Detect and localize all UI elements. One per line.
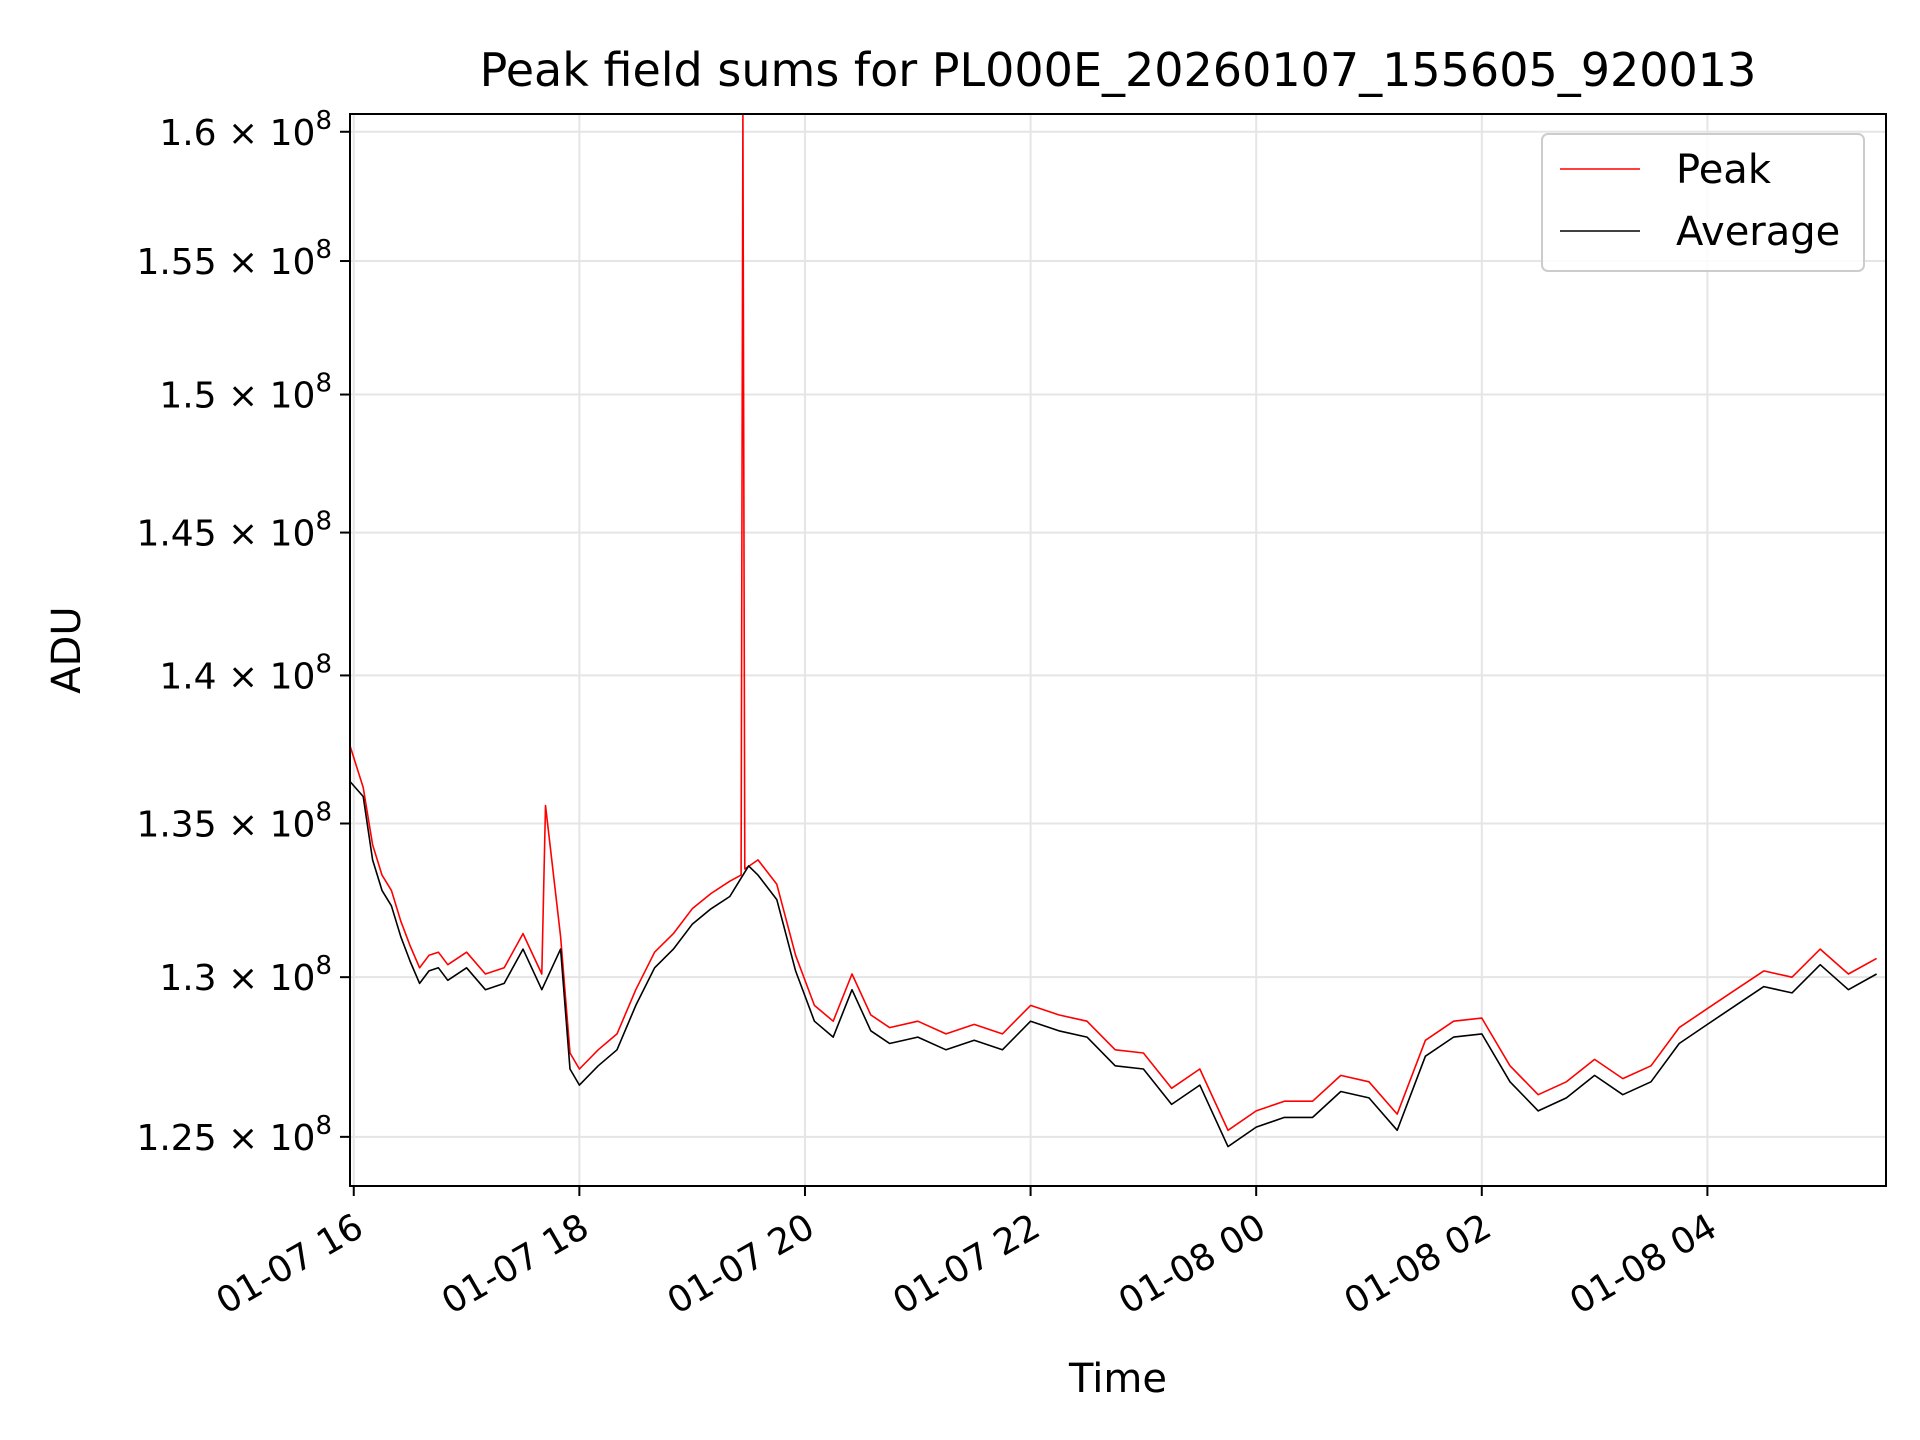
y-tick-label: 1.6 × 108 xyxy=(159,106,332,154)
y-tick-label: 1.55 × 108 xyxy=(136,235,332,283)
chart-title: Peak field sums for PL000E_20260107_1556… xyxy=(480,43,1757,97)
legend-label-peak: Peak xyxy=(1676,147,1772,193)
y-axis-label: ADU xyxy=(44,606,90,693)
y-tick-label: 1.25 × 108 xyxy=(136,1111,332,1159)
y-tick-label: 1.3 × 108 xyxy=(159,951,332,999)
y-tick-label: 1.4 × 108 xyxy=(159,649,332,697)
plot-frame xyxy=(349,113,1887,1187)
y-tick-label: 1.35 × 108 xyxy=(136,798,332,846)
x-axis-label: Time xyxy=(1068,1356,1167,1402)
y-tick-label: 1.45 × 108 xyxy=(136,507,332,555)
legend: Peak Average xyxy=(1541,133,1865,272)
y-axis: 1.25 × 108 1.3 × 108 1.35 × 108 1.4 × 108 1.… xyxy=(136,106,350,1159)
series-layer xyxy=(349,113,1877,1148)
series-line-peak xyxy=(349,113,1877,1132)
series-line-average xyxy=(349,780,1877,1148)
y-tick-label: 1.5 × 108 xyxy=(159,369,332,417)
legend-label-average: Average xyxy=(1676,209,1840,255)
grid xyxy=(350,114,1886,1186)
